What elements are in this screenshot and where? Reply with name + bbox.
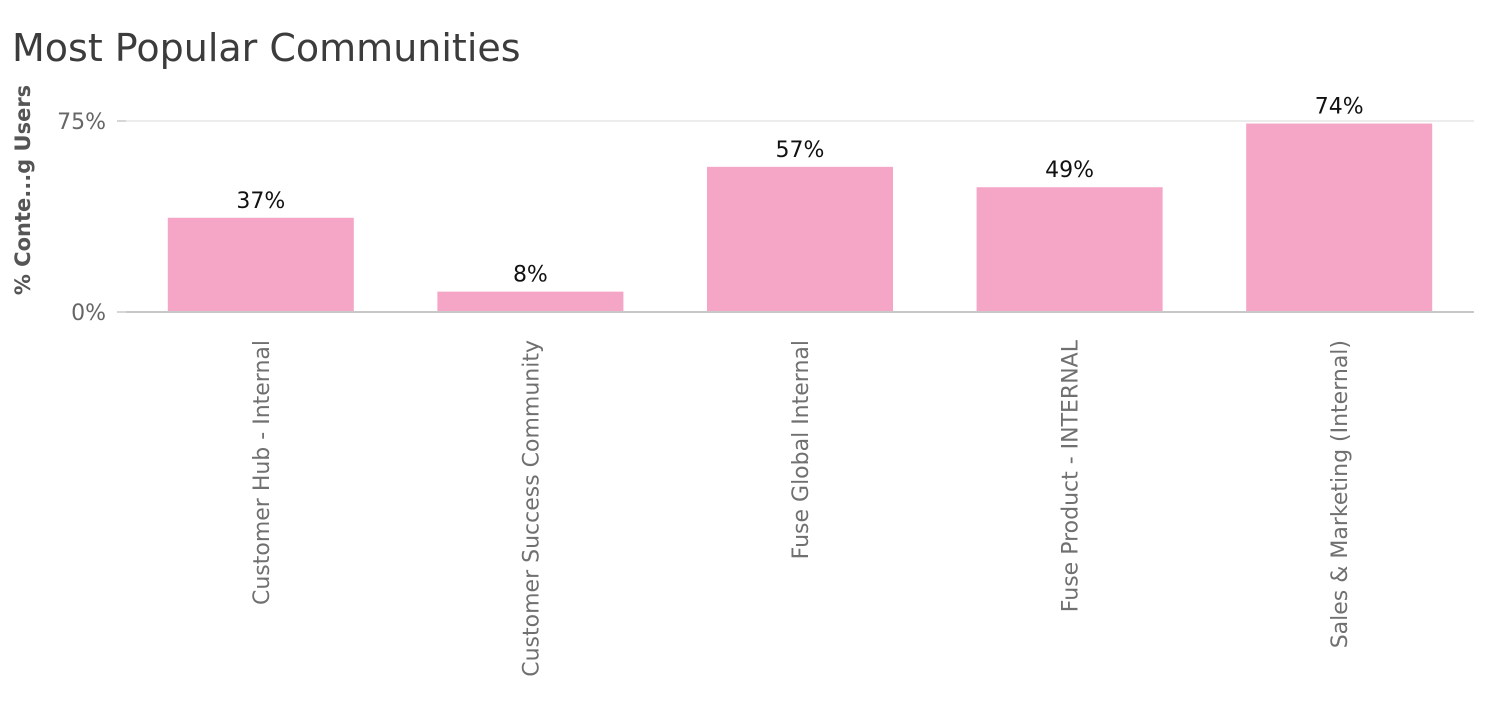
data-label: 74%	[1315, 95, 1364, 120]
bar[interactable]	[437, 291, 624, 312]
data-label: 37%	[236, 189, 285, 214]
y-axis-label: % Conte...g Users	[11, 85, 35, 295]
x-axis-ticks: Customer Hub - Internal Customer Success …	[250, 339, 1353, 676]
chart-title: Most Popular Communities	[12, 26, 521, 70]
y-tick-label: 0%	[71, 301, 106, 326]
y-axis-ticks: 0% 75%	[57, 110, 126, 326]
x-tick-label: Customer Hub - Internal	[250, 340, 275, 605]
data-labels: 37% 8% 57% 49% 74%	[236, 95, 1363, 288]
bar[interactable]	[706, 166, 894, 312]
bar[interactable]	[1246, 123, 1433, 313]
x-tick-label: Fuse Product - INTERNAL	[1059, 339, 1084, 612]
data-label: 57%	[776, 138, 825, 163]
bars	[167, 123, 1433, 313]
x-tick-label: Sales & Marketing (Internal)	[1328, 340, 1353, 648]
y-tick-label: 75%	[57, 110, 106, 135]
bar[interactable]	[976, 187, 1163, 312]
data-label: 49%	[1045, 158, 1094, 183]
x-tick-label: Customer Success Community	[519, 340, 544, 677]
x-tick-label: Fuse Global Internal	[789, 340, 814, 559]
bar[interactable]	[167, 217, 354, 312]
data-label: 8%	[513, 263, 548, 288]
